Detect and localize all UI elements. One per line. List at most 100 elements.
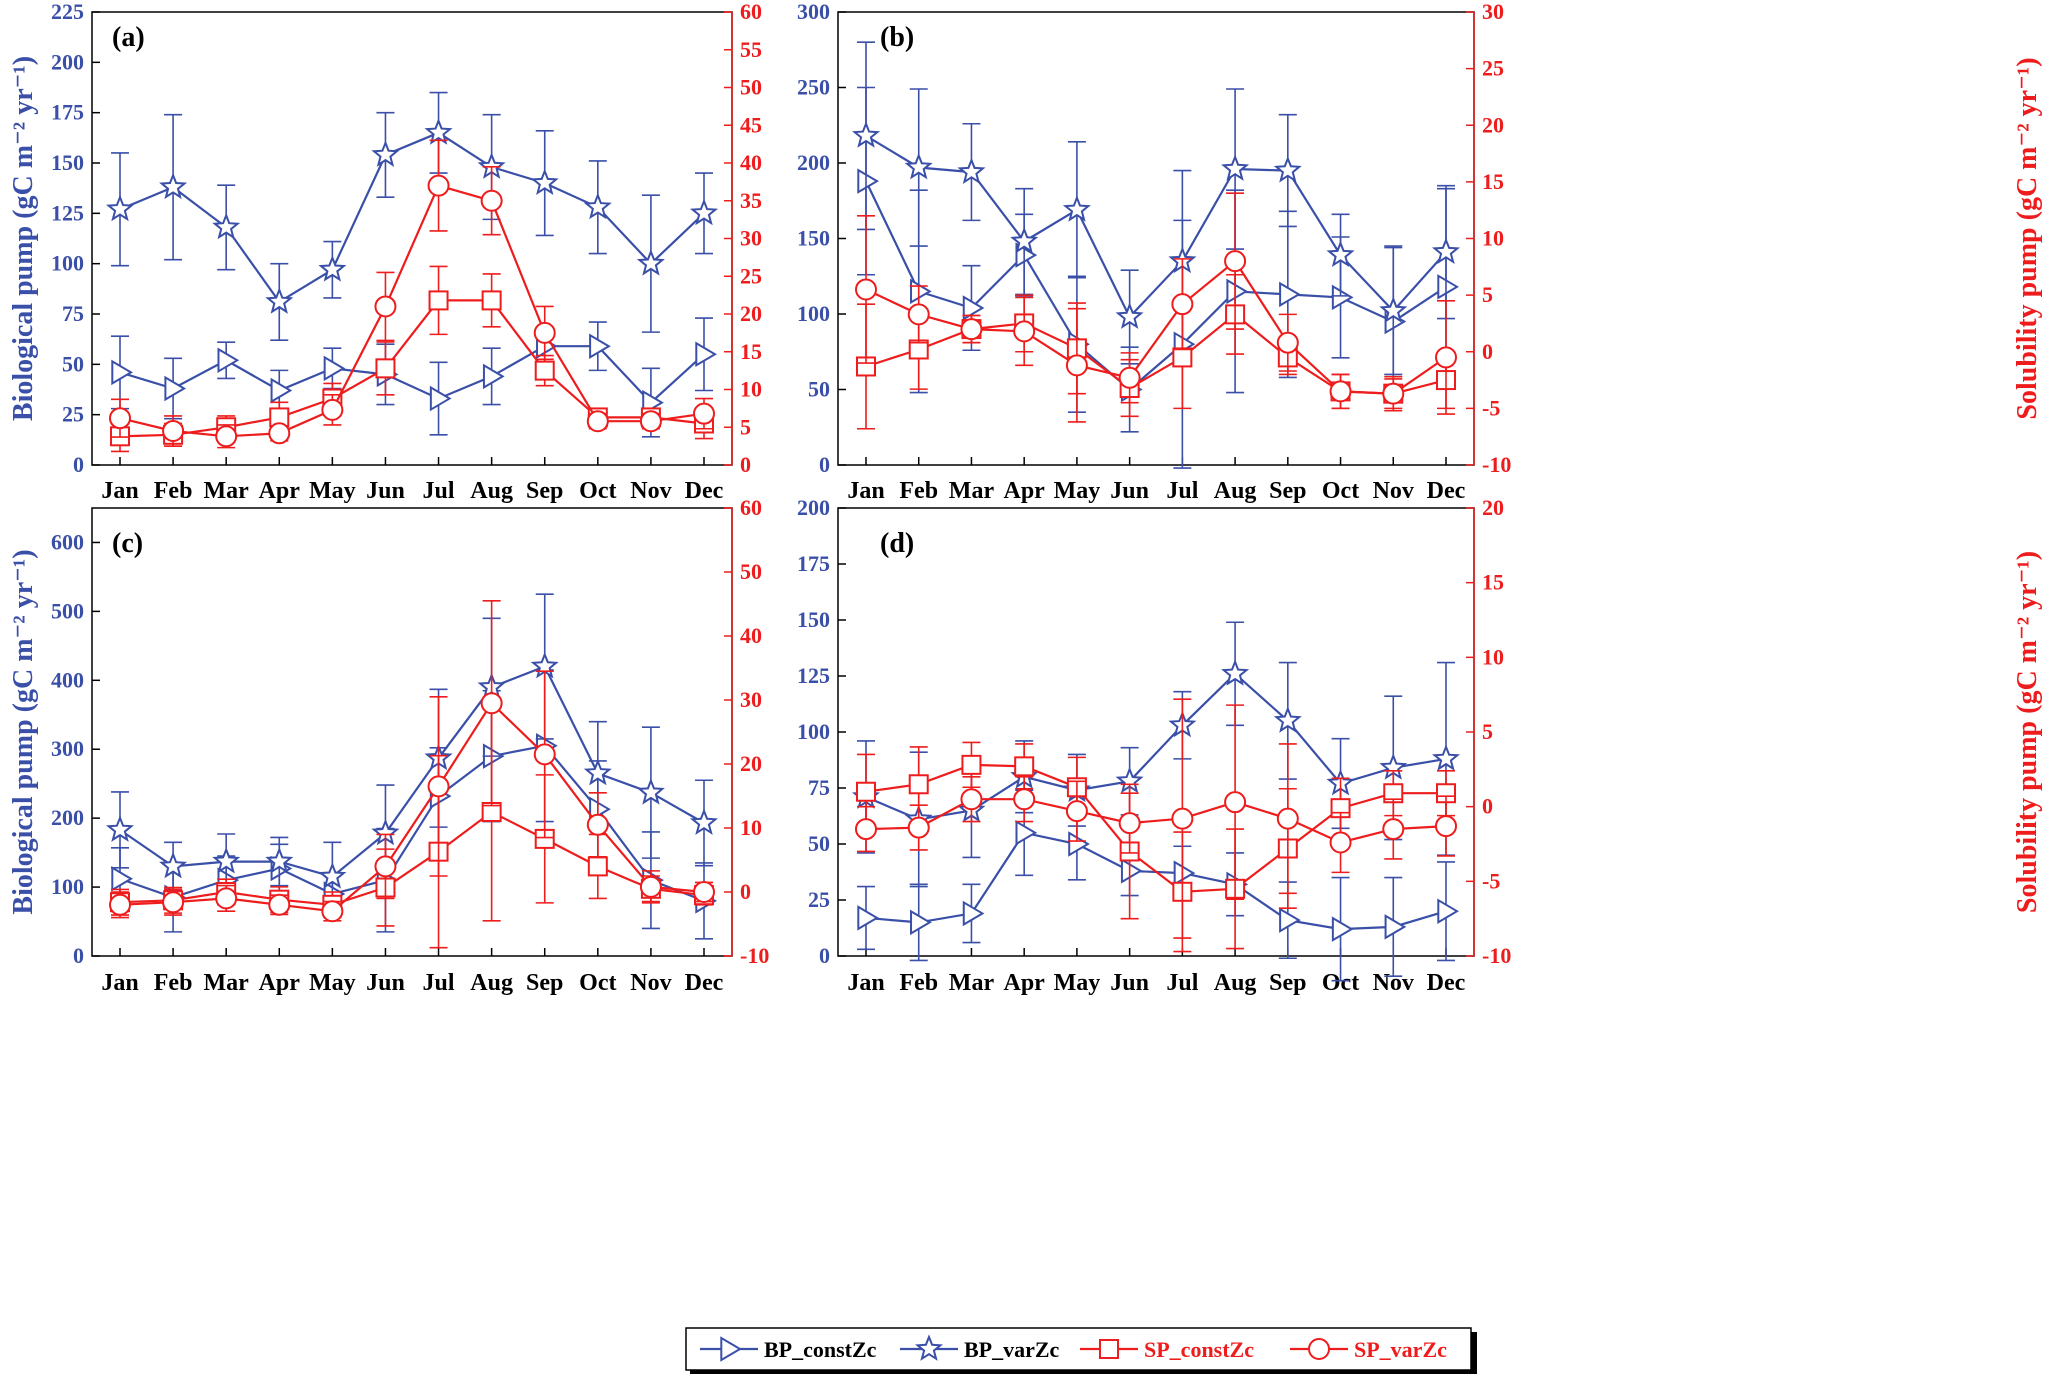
month-label: Sep — [526, 970, 563, 996]
data-point — [534, 360, 555, 381]
right-tick-label: 40 — [740, 623, 762, 648]
month-label: Oct — [579, 970, 616, 996]
data-point — [159, 172, 188, 200]
data-point — [907, 303, 930, 326]
month-label: Aug — [470, 478, 513, 504]
right-tick-label: 30 — [740, 687, 762, 712]
right-tick-label: 40 — [740, 150, 762, 175]
legend-marker — [1099, 1339, 1119, 1359]
month-label: Jul — [1166, 970, 1198, 996]
series-line — [119, 299, 705, 438]
data-point — [904, 152, 933, 180]
month-label: Dec — [1427, 478, 1466, 504]
right-tick-label: 30 — [740, 226, 762, 251]
left-tick-label: 175 — [51, 100, 84, 125]
month-label: Mar — [204, 970, 250, 996]
left-tick-label: 225 — [51, 0, 84, 24]
data-point — [1224, 250, 1247, 273]
bp-varzc-series — [851, 41, 1461, 376]
month-label: Jul — [423, 478, 455, 504]
legend-label: BP_varZc — [964, 1337, 1060, 1362]
right-tick-label: 10 — [740, 815, 762, 840]
data-point — [109, 893, 131, 916]
data-point — [695, 341, 717, 368]
data-point — [212, 846, 241, 874]
data-point — [1171, 807, 1194, 830]
data-point — [530, 168, 559, 196]
legend-item-sp-var: SP_varZc — [1290, 1337, 1447, 1362]
data-point — [1013, 320, 1036, 343]
right-tick-label: 50 — [740, 559, 762, 584]
data-point — [1013, 788, 1036, 811]
right-tick-label: 15 — [1482, 570, 1504, 595]
right-tick-label: 10 — [1482, 644, 1504, 669]
bp-varzc-series — [851, 621, 1461, 888]
left-tick-label: 100 — [797, 719, 830, 744]
sp-varzc-series — [855, 698, 1457, 939]
left-tick-label: 0 — [73, 452, 84, 477]
left-tick-label: 600 — [51, 529, 84, 554]
data-point — [1384, 914, 1407, 940]
left-tick-label: 25 — [62, 402, 84, 427]
data-point — [639, 875, 662, 898]
right-tick-label: 5 — [740, 414, 751, 439]
month-label: Jul — [1166, 478, 1198, 504]
data-point — [105, 815, 135, 842]
right-tick-label: 30 — [1482, 0, 1504, 24]
series-line — [119, 184, 705, 438]
right-tick-label: 10 — [1482, 226, 1504, 251]
data-point — [851, 121, 881, 148]
right-tick-label: 5 — [1482, 282, 1493, 307]
data-point — [1431, 744, 1461, 771]
left-tick-label: 150 — [797, 226, 830, 251]
left-tick-label: 75 — [62, 301, 84, 326]
data-point — [1118, 366, 1141, 389]
data-point — [321, 398, 344, 421]
data-point — [268, 422, 291, 445]
month-label: Feb — [899, 970, 938, 996]
bp-constzc-series — [857, 86, 1459, 469]
right-tick-label: -10 — [1482, 452, 1511, 477]
month-label: Oct — [579, 478, 616, 504]
data-point — [855, 278, 877, 301]
month-label: Aug — [1214, 478, 1257, 504]
right-tick-label: -10 — [1482, 943, 1511, 968]
data-point — [857, 168, 879, 194]
data-point — [268, 893, 291, 916]
data-point — [961, 754, 982, 775]
data-point — [428, 290, 449, 311]
data-point — [1172, 347, 1193, 368]
data-point — [217, 347, 240, 374]
left-tick-label: 175 — [797, 551, 830, 576]
panel-label: (d) — [880, 528, 914, 559]
data-point — [270, 377, 293, 404]
right-tick-label: 20 — [740, 301, 762, 326]
sp-constzc-series — [110, 265, 714, 453]
data-point — [587, 856, 608, 877]
data-point — [1331, 916, 1354, 942]
month-label: May — [1054, 478, 1101, 504]
data-point — [162, 420, 185, 443]
left-tick-label: 150 — [797, 607, 830, 632]
month-label: May — [1054, 970, 1101, 996]
data-point — [212, 212, 241, 240]
data-point — [857, 905, 879, 931]
series-line — [865, 134, 1447, 319]
sp-varzc-series — [109, 139, 715, 449]
data-point — [1331, 284, 1354, 311]
panel-d: 0 25 50 75 100 125 150 175 200 -10 -5 0 5 10 15 20 Jan Fe… — [797, 495, 2043, 996]
left-tick-label: 0 — [73, 943, 84, 968]
right-tick-label: 55 — [740, 37, 762, 62]
series-line — [865, 831, 1447, 931]
left-tick-label: 150 — [51, 150, 84, 175]
legend-marker — [1308, 1338, 1330, 1360]
legend-marker — [720, 1336, 742, 1362]
left-axis-title: Biological pump (gC m⁻² yr⁻¹) — [8, 56, 39, 421]
right-tick-label: 50 — [740, 75, 762, 100]
data-point — [374, 855, 397, 878]
bp-constzc-series — [857, 789, 1459, 982]
data-point — [1382, 818, 1405, 841]
right-tick-label: 15 — [740, 339, 762, 364]
data-point — [480, 692, 503, 715]
